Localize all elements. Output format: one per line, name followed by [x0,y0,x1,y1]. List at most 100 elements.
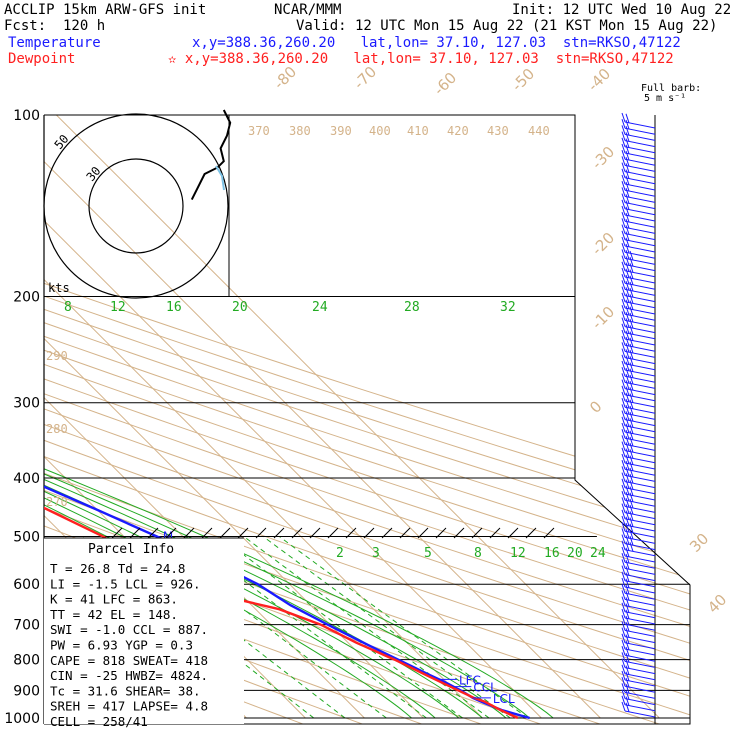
wind-barb [624,133,656,141]
wind-barb [624,400,656,408]
freezing-hatch [363,527,375,539]
isotherm-label: -20 [588,229,618,259]
wind-barb-flag [629,486,634,496]
level-label-lcl: LCL [493,692,515,706]
wind-barb [624,456,656,464]
wind-barb [624,654,656,662]
parcel-info-box [44,538,244,724]
pressure-label-1000: 1000 [4,711,40,727]
wind-barb-flag [625,553,630,564]
wind-barb-flag [629,430,634,440]
wind-barb-flag [625,274,630,285]
wind-barb-flag [621,522,626,532]
wind-barb-flag [621,701,626,712]
level-label-lfc: LFC [459,673,481,687]
temperature-info: x,y=388.36,260.20 lat,lon= 37.10, 127.03… [192,35,681,51]
wind-barb-flag [621,546,626,557]
wind-barb-flag [629,455,634,465]
wind-barb-flag [621,385,626,395]
wind-barb-flag [629,399,634,409]
wind-barb-flag [625,343,630,353]
wind-barb-flag [621,596,626,606]
wind-barb-flag [621,639,626,650]
wind-barb-flag [621,577,626,588]
wind-barb [624,245,656,253]
wind-barb-flag [621,280,626,290]
dry-adiabat [44,127,690,724]
wind-barb [624,450,656,458]
wind-barb-flag [629,374,634,385]
wind-barb-flag [625,442,630,452]
wind-barb [624,580,656,588]
wind-barb-flag [629,517,634,527]
wind-barb-flag [621,137,626,147]
wind-barb [624,171,656,179]
dry-adiabat [44,127,690,724]
wind-barb [624,691,656,699]
wind-barb-flag [625,268,630,278]
wind-barb-flag [625,299,630,309]
wind-barb [624,375,656,383]
wind-barb-flag [621,627,626,637]
wind-barb [624,307,656,315]
wind-barb-flag [625,256,630,266]
freezing-hatch [111,527,123,539]
wind-barb-flag [621,435,626,445]
wind-barb-flag [621,255,626,265]
wind-barb-flag [625,231,630,241]
wind-barb-flag [621,491,626,501]
wind-barb-flag [621,404,626,414]
dewpoint-info: ✫ x,y=388.36,260.20 lat,lon= 37.10, 127.… [168,51,674,67]
mixing-ratio-line [148,536,387,719]
wind-barb-flag [625,640,630,650]
wind-barb-flag [621,565,626,575]
wind-barb-flag [621,677,626,687]
pressure-label-700: 700 [13,618,40,634]
parcel-info-title: Parcel Info [88,542,174,557]
freezing-hatch [327,527,339,539]
wind-barb-flag [629,281,634,292]
wind-barb [624,251,656,259]
wind-barb-flag [621,478,626,488]
mixing-ratio-line [110,536,346,719]
wind-barb-flag [629,269,634,279]
wind-barb [624,127,656,135]
wind-barb [624,660,656,668]
wind-barb-flag [629,368,634,378]
wind-barb [624,567,656,575]
wind-barb [624,381,656,389]
wind-barb-flag [625,336,630,347]
wind-barb [624,685,656,693]
wind-barb-flag [625,578,630,588]
wind-barb-flag [621,305,626,315]
isotherm-label: 0 [586,397,605,416]
wind-barb-flag [629,492,634,502]
mixing-ratio-label: 3 [372,546,380,561]
hodograph-units: kts [48,281,70,295]
dry-adiabat [44,127,690,724]
mixing-ratio-label: 5 [424,546,432,561]
wind-barb-flag [621,205,626,216]
wind-barb-flag [625,305,630,316]
wind-barb-flag [625,293,630,303]
theta-label: 280 [46,422,68,436]
wind-barb-flag [621,317,626,327]
wind-barb [624,648,656,656]
wind-barb-flag [625,684,630,694]
wind-barb-flag [625,566,630,576]
wind-barb-flag [629,343,634,354]
wind-barb-flag [625,535,630,545]
dry-adiabat [44,127,690,724]
wind-barb-flag [629,337,634,347]
isotherm [44,115,424,719]
freezing-hatch [129,527,141,539]
wind-barb [624,524,656,532]
wind-barb-flag [621,670,626,681]
freezing-hatch [471,527,483,539]
wind-barb-flag [629,257,634,267]
wind-barb-flag [625,702,630,712]
wind-barb-flag [629,356,634,366]
wind-barb-flag [625,392,630,402]
wind-barb-flag [625,671,630,681]
wind-barb-flag [629,325,634,335]
